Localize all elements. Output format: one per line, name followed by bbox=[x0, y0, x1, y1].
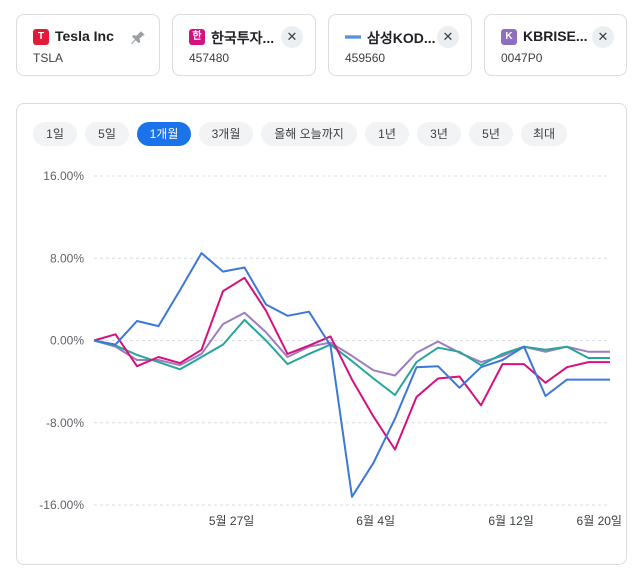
card-code: 0047P0 bbox=[501, 51, 543, 65]
samsung-kodex-logo-icon bbox=[345, 32, 361, 42]
chart-panel: 1일 5일 1개월 3개월 올해 오늘까지 1년 3년 5년 최대 16.00%… bbox=[16, 103, 627, 565]
range-3m[interactable]: 3개월 bbox=[199, 122, 253, 146]
x-tick-label: 5월 27일 bbox=[209, 514, 254, 528]
x-tick-label: 6월 20일 bbox=[577, 514, 622, 528]
y-tick-label: 0.00% bbox=[50, 334, 84, 348]
range-1d[interactable]: 1일 bbox=[33, 122, 77, 146]
y-tick-label: -8.00% bbox=[46, 416, 84, 430]
tesla-logo-icon: T bbox=[33, 29, 49, 45]
series-line-457480[interactable] bbox=[93, 276, 610, 451]
x-tick-label: 6월 12일 bbox=[488, 514, 533, 528]
range-1y[interactable]: 1년 bbox=[365, 122, 409, 146]
card-code: 457480 bbox=[189, 51, 230, 65]
close-icon[interactable]: ✕ bbox=[592, 26, 614, 48]
card-name: Tesla Inc bbox=[55, 28, 114, 44]
range-ytd[interactable]: 올해 오늘까지 bbox=[261, 122, 357, 146]
comparison-cards: T Tesla Inc TSLA 한 한국투자... 457480 ✕ 삼성KO… bbox=[16, 14, 627, 76]
series-line-459560[interactable] bbox=[93, 318, 610, 396]
range-5d[interactable]: 5일 bbox=[85, 122, 129, 146]
y-tick-label: 16.00% bbox=[43, 169, 84, 183]
range-1m[interactable]: 1개월 bbox=[137, 122, 191, 146]
card-code: TSLA bbox=[33, 51, 64, 65]
range-5y[interactable]: 5년 bbox=[469, 122, 513, 146]
series-line-tsla[interactable] bbox=[93, 252, 610, 498]
card-459560[interactable]: 삼성KOD... 459560 ✕ bbox=[328, 14, 472, 76]
card-name: KBRISE... bbox=[523, 28, 588, 44]
card-code: 459560 bbox=[345, 51, 386, 65]
korea-investment-logo-icon: 한 bbox=[189, 29, 205, 45]
line-chart[interactable]: 16.00% 8.00% 0.00% -8.00% -16.00% 5월 27일 6월 4일… bbox=[17, 144, 628, 564]
pin-icon[interactable] bbox=[129, 29, 147, 47]
range-3y[interactable]: 3년 bbox=[417, 122, 461, 146]
close-icon[interactable]: ✕ bbox=[437, 26, 459, 48]
card-name: 한국투자... bbox=[211, 30, 275, 46]
card-457480[interactable]: 한 한국투자... 457480 ✕ bbox=[172, 14, 316, 76]
close-icon[interactable]: ✕ bbox=[281, 26, 303, 48]
card-tsla[interactable]: T Tesla Inc TSLA bbox=[16, 14, 160, 76]
x-tick-label: 6월 4일 bbox=[356, 514, 395, 528]
card-0047p0[interactable]: K KBRISE... 0047P0 ✕ bbox=[484, 14, 627, 76]
kbrise-logo-icon: K bbox=[501, 29, 517, 45]
y-tick-label: -16.00% bbox=[39, 498, 84, 512]
card-name: 삼성KOD... bbox=[367, 30, 436, 46]
range-max[interactable]: 최대 bbox=[521, 122, 567, 146]
y-tick-label: 8.00% bbox=[50, 251, 84, 265]
